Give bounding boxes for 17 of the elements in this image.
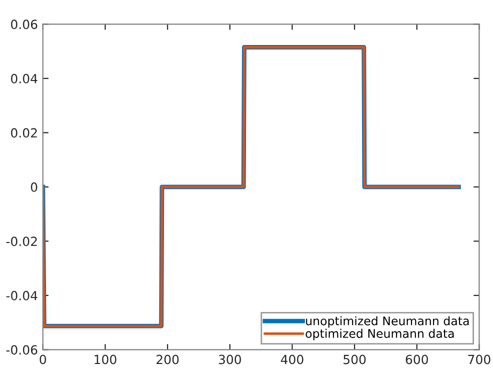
x-tick-label: 400 bbox=[280, 354, 304, 364]
x-tick-label: 600 bbox=[406, 354, 428, 364]
x-tick-label: 0 bbox=[40, 354, 46, 364]
x-tick-label: 300 bbox=[218, 354, 241, 364]
y-tick-label: 0.06 bbox=[11, 20, 38, 30]
y-tick-label: -0.06 bbox=[6, 345, 38, 355]
y-tick-label: 0.02 bbox=[11, 128, 37, 138]
y-tick-label: -0.04 bbox=[6, 290, 38, 300]
y-tick-label: 0.04 bbox=[11, 74, 38, 84]
y-tick-label: 0 bbox=[30, 182, 38, 192]
legend-label: optimized Neumann data bbox=[306, 328, 454, 340]
x-tick-label: 500 bbox=[344, 354, 366, 364]
x-tick-label: 100 bbox=[94, 354, 116, 364]
x-tick-label: 200 bbox=[156, 354, 179, 364]
legend-label: unoptimized Neumann data bbox=[306, 316, 469, 328]
x-tick-label: 700 bbox=[468, 354, 490, 364]
y-tick-label: -0.02 bbox=[6, 236, 37, 246]
